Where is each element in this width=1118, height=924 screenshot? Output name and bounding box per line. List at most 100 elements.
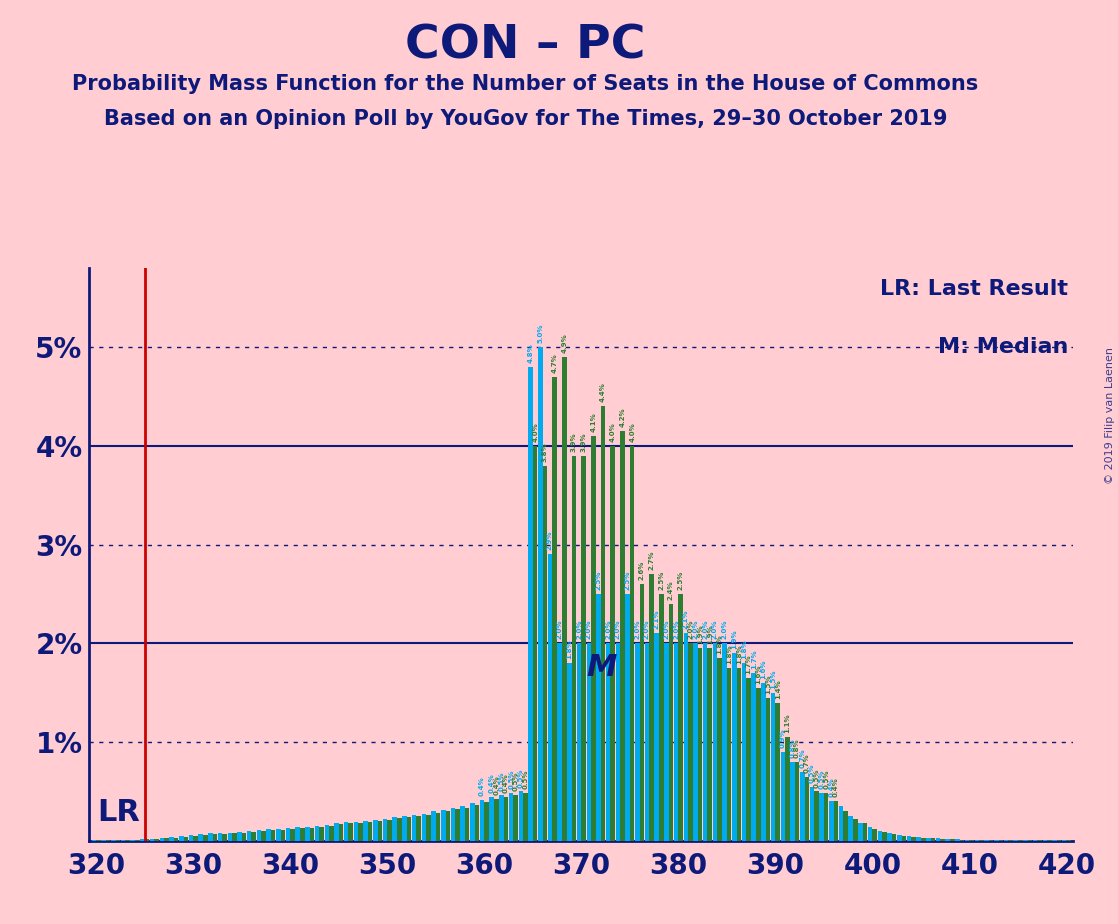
Text: M: Median: M: Median	[938, 336, 1069, 357]
Text: 1.8%: 1.8%	[741, 639, 747, 659]
Bar	[179, 836, 183, 841]
Text: 4.9%: 4.9%	[561, 334, 567, 353]
Bar	[470, 803, 475, 841]
Bar	[266, 829, 271, 841]
Text: 2.0%: 2.0%	[673, 620, 679, 639]
Bar	[969, 840, 974, 841]
Bar	[664, 643, 669, 841]
Bar	[378, 821, 382, 841]
Bar	[558, 643, 562, 841]
Text: © 2019 Filip van Laenen: © 2019 Filip van Laenen	[1106, 347, 1115, 484]
Bar	[766, 698, 770, 841]
Text: 4.4%: 4.4%	[600, 383, 606, 402]
Bar	[1027, 840, 1032, 841]
Bar	[770, 693, 776, 841]
Bar	[853, 819, 858, 841]
Bar	[830, 801, 834, 841]
Bar	[548, 554, 552, 841]
Bar	[620, 431, 625, 841]
Bar	[650, 574, 654, 841]
Bar	[455, 809, 459, 841]
Bar	[645, 643, 650, 841]
Bar	[334, 823, 339, 841]
Bar	[567, 663, 571, 841]
Bar	[921, 838, 926, 841]
Text: 3.8%: 3.8%	[542, 442, 548, 462]
Bar	[193, 836, 198, 841]
Bar	[596, 594, 600, 841]
Text: 4.0%: 4.0%	[532, 422, 538, 442]
Bar	[936, 838, 940, 841]
Bar	[998, 840, 1003, 841]
Text: 0.5%: 0.5%	[818, 770, 825, 789]
Bar	[552, 377, 557, 841]
Bar	[1042, 840, 1048, 841]
Bar	[824, 794, 828, 841]
Text: 2.0%: 2.0%	[586, 620, 591, 639]
Bar	[451, 808, 455, 841]
Text: 0.5%: 0.5%	[509, 770, 514, 789]
Text: 2.0%: 2.0%	[576, 620, 582, 639]
Text: 2.5%: 2.5%	[596, 571, 601, 590]
Bar	[795, 761, 799, 841]
Bar	[440, 810, 446, 841]
Bar	[324, 825, 329, 841]
Bar	[955, 839, 959, 841]
Bar	[227, 833, 233, 841]
Bar	[480, 800, 484, 841]
Text: 0.4%: 0.4%	[479, 777, 485, 796]
Text: 5.0%: 5.0%	[538, 323, 543, 343]
Bar	[407, 817, 411, 841]
Bar	[892, 834, 897, 841]
Bar	[169, 837, 174, 841]
Bar	[262, 831, 266, 841]
Bar	[975, 840, 979, 841]
Bar	[218, 833, 222, 841]
Bar	[859, 823, 863, 841]
Bar	[717, 658, 722, 841]
Text: 3.9%: 3.9%	[571, 432, 577, 452]
Text: 1.9%: 1.9%	[731, 629, 737, 650]
Text: 0.5%: 0.5%	[499, 772, 504, 792]
Bar	[387, 821, 392, 841]
Bar	[397, 818, 401, 841]
Bar	[315, 826, 320, 841]
Bar	[237, 832, 241, 841]
Bar	[751, 673, 756, 841]
Text: 2.9%: 2.9%	[547, 531, 553, 551]
Text: 2.7%: 2.7%	[648, 551, 654, 570]
Bar	[183, 837, 188, 841]
Text: 0.4%: 0.4%	[489, 773, 495, 794]
Text: 4.0%: 4.0%	[629, 422, 635, 442]
Text: 4.8%: 4.8%	[528, 343, 533, 363]
Text: 2.1%: 2.1%	[654, 610, 660, 629]
Bar	[926, 838, 930, 841]
Bar	[271, 830, 275, 841]
Text: 2.5%: 2.5%	[625, 571, 631, 590]
Text: 2.5%: 2.5%	[678, 571, 684, 590]
Text: 1.4%: 1.4%	[775, 679, 780, 699]
Bar	[635, 643, 639, 841]
Text: 2.4%: 2.4%	[667, 580, 674, 600]
Bar	[639, 584, 644, 841]
Text: 0.4%: 0.4%	[833, 778, 838, 797]
Bar	[959, 840, 965, 841]
Bar	[363, 821, 368, 841]
Bar	[144, 839, 150, 841]
Bar	[732, 653, 737, 841]
Bar	[432, 811, 436, 841]
Text: 1.6%: 1.6%	[756, 664, 761, 684]
Bar	[800, 772, 805, 841]
Text: 1.5%: 1.5%	[765, 675, 771, 694]
Bar	[154, 839, 159, 841]
Bar	[295, 827, 300, 841]
Bar	[513, 796, 518, 841]
Bar	[863, 823, 868, 841]
Bar	[115, 840, 121, 841]
Bar	[509, 794, 513, 841]
Text: 1.8%: 1.8%	[727, 644, 732, 664]
Bar	[1008, 840, 1013, 841]
Bar	[785, 737, 789, 841]
Bar	[834, 801, 838, 841]
Bar	[339, 824, 343, 841]
